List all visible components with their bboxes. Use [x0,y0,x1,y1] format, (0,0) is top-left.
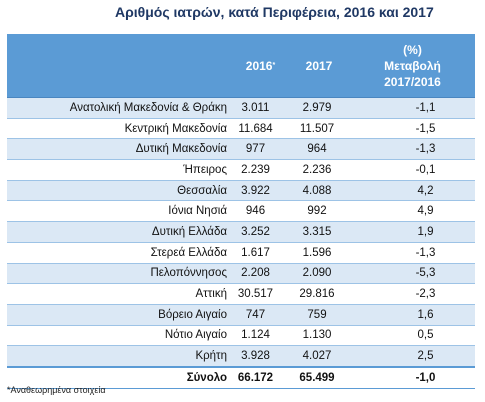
region-cell: Στερεά Ελλάδα [7,241,233,263]
value-2016-cell: 977 [233,138,288,160]
value-2016-cell: 747 [233,303,288,326]
change-cell: 1,9 [350,221,475,243]
value-2016-cell: 30.517 [233,283,288,305]
table-row: Δυτική Ελλάδα 3.252 3.315 1,9 [7,221,475,243]
revised-mark: * [272,61,276,69]
value-2016-cell: 3.922 [233,179,288,201]
table-row: Κρήτη 3.928 4.027 2,5 [7,345,475,367]
table-row: Στερεά Ελλάδα 1.617 1.596 -1,3 [7,241,475,263]
region-cell: Νότιο Αιγαίο [7,324,233,346]
value-2016-cell: 11.684 [233,117,288,139]
change-cell: -1,0 [350,365,475,389]
change-cell: 4,9 [350,200,475,222]
change-cell: 1,6 [350,303,475,326]
value-2017-cell: 3.315 [288,221,350,243]
region-cell: Ανατολική Μακεδονία & Θράκη [7,97,233,119]
table-header-row: 2016* 2017 (%) Μεταβολή 2017/2016 [7,34,475,98]
table-body: Ανατολική Μακεδονία & Θράκη 3.011 2.979 -1,… [7,97,475,389]
header-2017: 2017 [288,34,350,98]
value-2016-cell: 1.617 [233,241,288,263]
value-2017-cell: 4.088 [288,179,350,201]
region-cell: Ιόνια Νησιά [7,200,233,222]
change-cell: -1,3 [350,241,475,263]
value-2017-cell: 65.499 [288,365,350,389]
table-row: Ήπειρος 2.239 2.236 -0,1 [7,159,475,181]
value-2016-cell: 2.208 [233,262,288,284]
change-cell: -5,3 [350,262,475,284]
region-cell: Δυτική Μακεδονία [7,138,233,160]
value-2017-cell: 4.027 [288,345,350,367]
change-cell: 0,5 [350,324,475,346]
region-cell: Κρήτη [7,345,233,367]
value-2017-cell: 759 [288,303,350,326]
value-2016-cell: 3.252 [233,221,288,243]
value-2016-cell: 1.124 [233,324,288,346]
header-change-line-3: 2017/2016 [384,74,441,89]
value-2017-cell: 1.596 [288,241,350,263]
table-row: Νότιο Αιγαίο 1.124 1.130 0,5 [7,324,475,346]
change-cell: 2,5 [350,345,475,367]
header-change-line-1: (%) [403,42,422,57]
value-2016-cell: 3.928 [233,345,288,367]
value-2016-cell: 66.172 [233,365,288,389]
value-2016-cell: 946 [233,200,288,222]
value-2017-cell: 1.130 [288,324,350,346]
value-2017-cell: 11.507 [288,117,350,139]
table-row: Βόρειο Αιγαίο 747 759 1,6 [7,303,475,326]
region-cell: Δυτική Ελλάδα [7,221,233,243]
change-cell: 4,2 [350,179,475,201]
table-total-row: Σύνολο 66.172 65.499 -1,0 [7,365,475,389]
change-cell: -1,1 [350,97,475,119]
value-2016-cell: 2.239 [233,159,288,181]
change-cell: -1,3 [350,138,475,160]
value-2017-cell: 2.979 [288,97,350,119]
table-title: Αριθμός ιατρών, κατά Περιφέρεια, 2016 κα… [115,4,434,20]
value-2017-cell: 2.090 [288,262,350,284]
header-change-line-2: Μεταβολή [384,58,441,73]
table-row: Κεντρική Μακεδονία 11.684 11.507 -1,5 [7,117,475,139]
change-cell: -2,3 [350,283,475,305]
region-cell: Ήπειρος [7,159,233,181]
table-row: Πελοπόννησος 2.208 2.090 -5,3 [7,262,475,284]
value-2016-cell: 3.011 [233,97,288,119]
table-row: Δυτική Μακεδονία 977 964 -1,3 [7,138,475,160]
doctors-by-region-table: 2016* 2017 (%) Μεταβολή 2017/2016 Ανατολ… [7,34,475,389]
value-2017-cell: 2.236 [288,159,350,181]
table-row: Θεσσαλία 3.922 4.088 4,2 [7,179,475,201]
change-cell: -1,5 [350,117,475,139]
header-region [7,34,233,98]
footnote: *Αναθεωρημένα στοιχεία [7,385,106,395]
value-2017-cell: 29.816 [288,283,350,305]
header-2016: 2016* [233,34,288,98]
value-2017-cell: 964 [288,138,350,160]
region-cell: Βόρειο Αιγαίο [7,303,233,326]
region-cell: Αττική [7,283,233,305]
region-cell: Πελοπόννησος [7,262,233,284]
region-cell: Σύνολο [7,365,233,389]
value-2017-cell: 992 [288,200,350,222]
change-cell: -0,1 [350,159,475,181]
region-cell: Θεσσαλία [7,179,233,201]
table-row: Αττική 30.517 29.816 -2,3 [7,283,475,305]
region-cell: Κεντρική Μακεδονία [7,117,233,139]
table-row: Ιόνια Νησιά 946 992 4,9 [7,200,475,222]
header-change: (%) Μεταβολή 2017/2016 [350,34,475,98]
table-row: Ανατολική Μακεδονία & Θράκη 3.011 2.979 -1,… [7,97,475,119]
